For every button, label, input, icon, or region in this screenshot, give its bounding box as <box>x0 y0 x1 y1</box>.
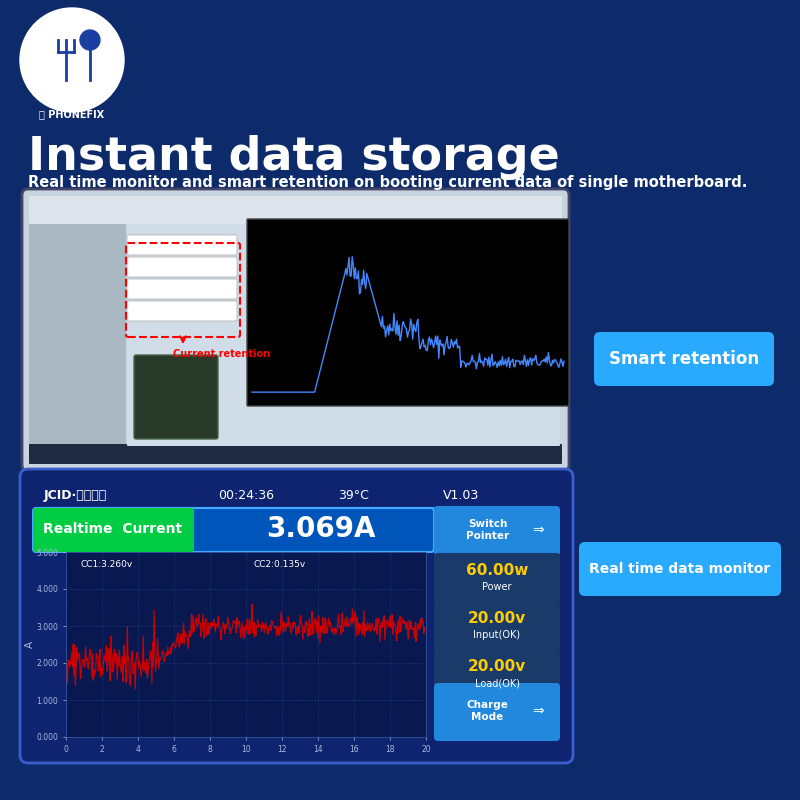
Text: CC1:3.260v: CC1:3.260v <box>80 560 133 569</box>
Text: Real time monitor and smart retention on booting current data of single motherbo: Real time monitor and smart retention on… <box>28 175 747 190</box>
FancyBboxPatch shape <box>127 235 237 255</box>
FancyBboxPatch shape <box>33 508 434 552</box>
FancyBboxPatch shape <box>594 332 774 386</box>
Text: 3.069A: 3.069A <box>266 515 376 543</box>
FancyBboxPatch shape <box>33 508 194 552</box>
FancyBboxPatch shape <box>247 219 569 406</box>
Text: Smart retention: Smart retention <box>609 350 759 368</box>
Text: Load(OK): Load(OK) <box>474 678 519 688</box>
Text: ⇒: ⇒ <box>533 704 544 718</box>
Text: Current retention: Current retention <box>173 349 270 359</box>
Text: Realtime  Current: Realtime Current <box>43 522 182 536</box>
Text: Charge
Mode: Charge Mode <box>466 700 509 722</box>
FancyBboxPatch shape <box>22 189 569 471</box>
FancyBboxPatch shape <box>434 649 560 699</box>
FancyBboxPatch shape <box>434 601 560 651</box>
FancyBboxPatch shape <box>29 444 562 464</box>
Text: JCID·精诚图纸: JCID·精诚图纸 <box>44 489 107 502</box>
Text: Input(OK): Input(OK) <box>474 630 521 640</box>
FancyBboxPatch shape <box>127 279 237 299</box>
Text: Power: Power <box>482 582 512 592</box>
Text: 20.00v: 20.00v <box>468 659 526 674</box>
FancyBboxPatch shape <box>579 542 781 596</box>
Text: ⇒: ⇒ <box>533 523 544 537</box>
FancyBboxPatch shape <box>29 224 126 448</box>
Text: Ⓢ PHONEFIX: Ⓢ PHONEFIX <box>39 109 105 119</box>
FancyBboxPatch shape <box>434 683 560 741</box>
Y-axis label: A: A <box>25 641 35 648</box>
FancyBboxPatch shape <box>434 553 560 603</box>
FancyBboxPatch shape <box>134 355 218 439</box>
FancyBboxPatch shape <box>127 257 237 277</box>
Polygon shape <box>80 30 100 50</box>
Text: V1.03: V1.03 <box>443 489 479 502</box>
FancyBboxPatch shape <box>434 506 560 556</box>
FancyBboxPatch shape <box>29 196 562 224</box>
Text: Switch
Pointer: Switch Pointer <box>466 519 509 541</box>
Text: 00:24:36: 00:24:36 <box>218 489 274 502</box>
Text: 60.00w: 60.00w <box>466 563 528 578</box>
Text: Real time data monitor: Real time data monitor <box>590 562 770 576</box>
Text: Instant data storage: Instant data storage <box>28 135 560 180</box>
Text: 39°C: 39°C <box>338 489 369 502</box>
Text: CC2:0.135v: CC2:0.135v <box>253 560 306 569</box>
FancyBboxPatch shape <box>20 469 573 763</box>
Circle shape <box>20 8 124 112</box>
FancyBboxPatch shape <box>127 301 237 321</box>
Text: 20.00v: 20.00v <box>468 611 526 626</box>
FancyBboxPatch shape <box>127 224 560 446</box>
